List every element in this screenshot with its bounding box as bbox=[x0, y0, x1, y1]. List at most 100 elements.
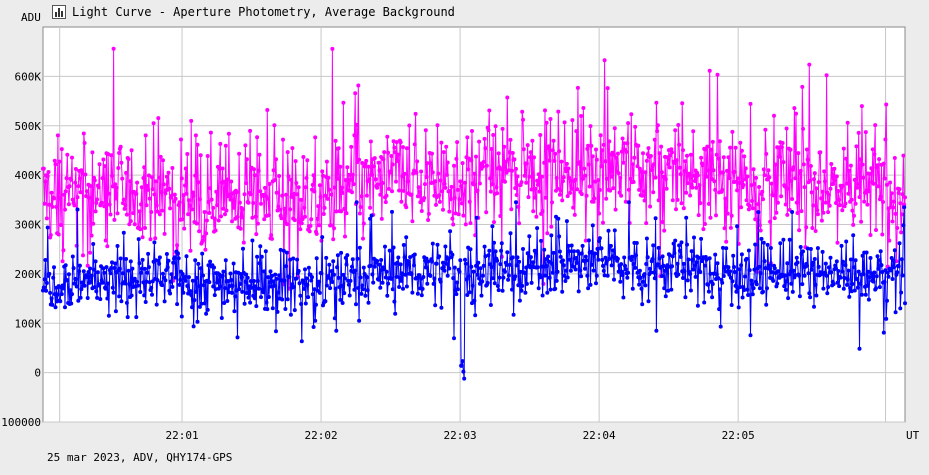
data-point bbox=[863, 130, 868, 135]
data-point bbox=[695, 303, 700, 308]
data-point bbox=[594, 281, 598, 286]
data-point bbox=[561, 258, 565, 263]
data-point bbox=[652, 270, 656, 275]
data-point bbox=[193, 289, 198, 294]
data-point bbox=[629, 258, 634, 262]
data-point bbox=[305, 282, 310, 287]
data-point bbox=[866, 269, 871, 274]
data-point bbox=[51, 275, 56, 280]
data-point bbox=[135, 180, 140, 185]
data-point bbox=[59, 223, 63, 227]
data-point bbox=[655, 129, 660, 134]
data-point bbox=[477, 181, 482, 186]
data-point bbox=[504, 262, 509, 267]
data-point bbox=[502, 144, 507, 149]
data-point bbox=[457, 269, 462, 274]
data-point bbox=[867, 275, 872, 280]
data-point bbox=[680, 101, 685, 106]
data-point bbox=[815, 212, 820, 217]
data-point bbox=[377, 168, 382, 173]
data-point bbox=[342, 291, 347, 296]
data-point bbox=[229, 278, 234, 282]
data-point bbox=[739, 205, 744, 210]
data-point bbox=[815, 208, 820, 213]
data-point bbox=[219, 316, 224, 320]
data-point bbox=[605, 273, 610, 278]
data-point bbox=[225, 299, 230, 303]
data-point bbox=[127, 222, 132, 227]
data-point bbox=[254, 304, 259, 309]
data-point bbox=[823, 270, 827, 275]
data-point bbox=[288, 207, 293, 212]
data-point bbox=[880, 232, 885, 237]
data-point bbox=[121, 230, 126, 235]
data-point bbox=[631, 180, 636, 184]
data-point bbox=[820, 189, 825, 194]
data-point bbox=[335, 176, 340, 181]
data-point bbox=[484, 163, 489, 168]
data-point bbox=[330, 280, 335, 284]
data-point bbox=[197, 229, 202, 234]
data-point bbox=[691, 267, 696, 272]
data-point bbox=[529, 280, 534, 285]
data-point bbox=[706, 289, 711, 294]
data-point bbox=[448, 197, 453, 202]
data-point bbox=[271, 168, 276, 173]
data-point bbox=[402, 171, 407, 176]
data-point bbox=[737, 180, 742, 185]
data-point bbox=[814, 186, 819, 191]
data-point bbox=[536, 172, 541, 177]
data-point bbox=[761, 167, 766, 172]
data-point bbox=[53, 162, 58, 167]
data-point bbox=[306, 265, 311, 270]
data-point bbox=[443, 244, 448, 249]
data-point bbox=[477, 139, 482, 144]
data-point bbox=[75, 207, 80, 212]
data-point bbox=[601, 220, 605, 225]
data-point bbox=[357, 157, 362, 162]
data-point bbox=[372, 164, 376, 169]
data-point bbox=[529, 187, 534, 192]
data-point bbox=[652, 137, 657, 142]
data-point bbox=[366, 164, 371, 169]
data-point bbox=[182, 226, 187, 231]
data-point bbox=[612, 277, 616, 282]
data-point bbox=[270, 273, 274, 278]
data-point bbox=[545, 290, 550, 295]
data-point bbox=[322, 205, 327, 210]
data-point bbox=[474, 215, 479, 220]
data-point bbox=[266, 295, 271, 299]
data-point bbox=[280, 193, 285, 198]
data-point bbox=[698, 201, 703, 206]
data-point bbox=[298, 293, 303, 298]
data-point bbox=[491, 133, 496, 137]
data-point bbox=[297, 281, 302, 286]
data-point bbox=[438, 178, 443, 183]
x-tick-label: 22:04 bbox=[583, 429, 616, 442]
data-point bbox=[812, 304, 816, 309]
data-point bbox=[701, 227, 706, 232]
data-point bbox=[761, 240, 766, 245]
data-point bbox=[824, 273, 829, 278]
data-point bbox=[79, 287, 84, 292]
data-point bbox=[574, 129, 579, 134]
data-point bbox=[546, 254, 551, 259]
data-point bbox=[383, 275, 388, 280]
data-point bbox=[639, 169, 644, 174]
data-point bbox=[361, 221, 366, 226]
data-point bbox=[430, 151, 434, 156]
data-point bbox=[185, 152, 190, 156]
data-point bbox=[824, 73, 829, 78]
data-point bbox=[706, 168, 711, 173]
data-point bbox=[222, 179, 227, 184]
data-point bbox=[491, 276, 496, 281]
data-point bbox=[243, 279, 248, 284]
data-point bbox=[539, 238, 544, 243]
data-point bbox=[489, 147, 494, 151]
data-point bbox=[476, 260, 481, 265]
data-point bbox=[107, 202, 112, 207]
data-point bbox=[742, 154, 747, 159]
data-point bbox=[821, 286, 826, 291]
data-point bbox=[871, 181, 876, 186]
data-point bbox=[588, 124, 593, 129]
